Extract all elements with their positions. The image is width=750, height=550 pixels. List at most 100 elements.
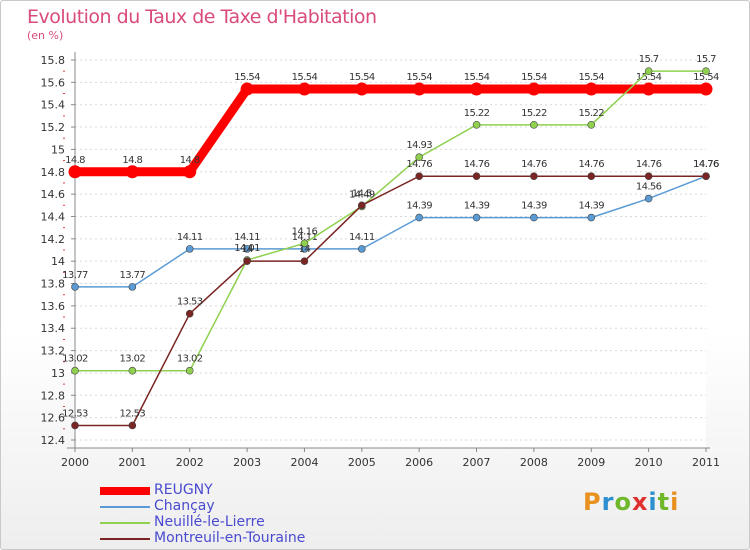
y-tick-label: 12.8	[41, 389, 66, 402]
data-point	[472, 121, 481, 129]
data-label: 14.8	[65, 155, 85, 166]
brand-letter: i	[648, 488, 658, 516]
data-label: 12.53	[120, 408, 146, 419]
chart-title: Evolution du Taux de Taxe d'Habitation	[27, 6, 377, 28]
series-line	[75, 175, 707, 288]
data-point	[355, 82, 369, 96]
data-label: 14.76	[464, 159, 490, 170]
legend-swatch	[100, 506, 150, 508]
data-point	[530, 172, 538, 181]
data-point	[587, 121, 596, 129]
data-point	[644, 194, 653, 203]
x-tick-label: 2008	[520, 456, 548, 469]
data-point	[300, 257, 309, 265]
data-point	[128, 421, 137, 430]
data-point	[240, 82, 254, 96]
data-point	[530, 213, 538, 222]
data-label: 15.22	[578, 108, 604, 119]
data-label: 15.54	[578, 72, 604, 83]
y-tick-label: 15.6	[41, 76, 66, 89]
data-point	[358, 201, 366, 210]
data-point	[300, 239, 309, 248]
data-label: 13.77	[120, 270, 146, 281]
data-label: 15.54	[406, 72, 432, 83]
brand-letter: i	[670, 488, 680, 516]
data-point	[412, 82, 426, 96]
data-label: 15.54	[292, 72, 318, 83]
data-point	[702, 67, 710, 75]
data-label: 14.76	[406, 159, 432, 170]
series-line	[75, 84, 706, 177]
data-point	[243, 245, 251, 253]
legend-label: Montreuil-en-Touraine	[154, 530, 306, 546]
series-line	[75, 175, 706, 427]
data-point	[125, 165, 139, 179]
data-label: 14.8	[122, 155, 142, 166]
data-label: 13.02	[120, 354, 146, 365]
brand-letter: x	[631, 488, 649, 516]
plot-area	[75, 52, 706, 448]
data-label: 14.5	[352, 188, 372, 199]
data-label: 14.39	[521, 201, 547, 212]
y-tick-label: 14	[51, 255, 65, 268]
data-point	[584, 82, 598, 96]
data-label: 15.22	[464, 108, 490, 119]
data-label: 14.49	[349, 189, 375, 200]
data-point	[470, 82, 484, 96]
legend-label: Chançay	[154, 498, 215, 514]
data-point	[71, 366, 79, 375]
data-point	[128, 283, 137, 291]
x-tick-label: 2004	[290, 456, 318, 469]
data-point	[68, 165, 82, 179]
y-tick-label: 14.4	[41, 210, 66, 223]
data-label: 14	[241, 244, 253, 255]
data-label: 14.39	[464, 201, 490, 212]
data-label: 15.54	[636, 72, 662, 83]
data-label: 15.22	[521, 108, 547, 119]
data-label: 13.77	[62, 270, 88, 281]
data-point	[644, 67, 653, 75]
series-0: 14.8 14.8 14.8 15.54 15.54 15.54 15.54 15.54 15.…	[65, 72, 720, 179]
data-point	[587, 172, 596, 181]
series-line	[75, 70, 706, 372]
y-tick-label: 12.6	[41, 412, 66, 425]
y-tick-label: 15	[51, 143, 65, 156]
data-point	[71, 283, 79, 291]
brand-logo: Proxiti	[583, 488, 679, 516]
data-label: 14.11	[349, 232, 375, 243]
y-tick-label: 13.6	[41, 300, 66, 313]
data-label: 14.76	[693, 159, 719, 170]
data-label: 14.76	[578, 159, 604, 170]
data-point	[297, 82, 311, 96]
legend-label: REUGNY	[154, 482, 213, 498]
y-tick-label: 12.4	[41, 434, 66, 447]
y-tick-label: 13.8	[41, 278, 66, 291]
x-tick-label: 2009	[577, 456, 605, 469]
data-label: 14.39	[578, 201, 604, 212]
data-label: 13.53	[177, 297, 203, 308]
data-point	[702, 172, 710, 181]
data-point	[185, 309, 194, 318]
y-tick-label: 15.4	[41, 99, 66, 112]
data-label: 15.54	[521, 72, 547, 83]
x-tick-label: 2003	[233, 456, 261, 469]
data-point	[642, 82, 656, 96]
data-label: 14.76	[521, 159, 547, 170]
y-tick-label: 14.8	[41, 166, 66, 179]
data-point	[183, 165, 197, 179]
data-label: 13.02	[62, 354, 88, 365]
y-tick-label: 13.2	[41, 345, 66, 358]
data-label: 14.8	[180, 155, 200, 166]
x-tick-label: 2005	[348, 456, 376, 469]
data-label: 14.39	[406, 201, 432, 212]
y-tick-label: 14.6	[41, 188, 66, 201]
data-point	[71, 421, 79, 430]
data-label: 15.54	[349, 72, 375, 83]
brand-letter: o	[614, 488, 632, 516]
x-tick-label: 2006	[405, 456, 433, 469]
data-point	[472, 213, 481, 222]
data-point	[472, 172, 481, 181]
y-tick-label: 14.2	[41, 233, 66, 246]
data-label: 15.54	[693, 72, 719, 83]
